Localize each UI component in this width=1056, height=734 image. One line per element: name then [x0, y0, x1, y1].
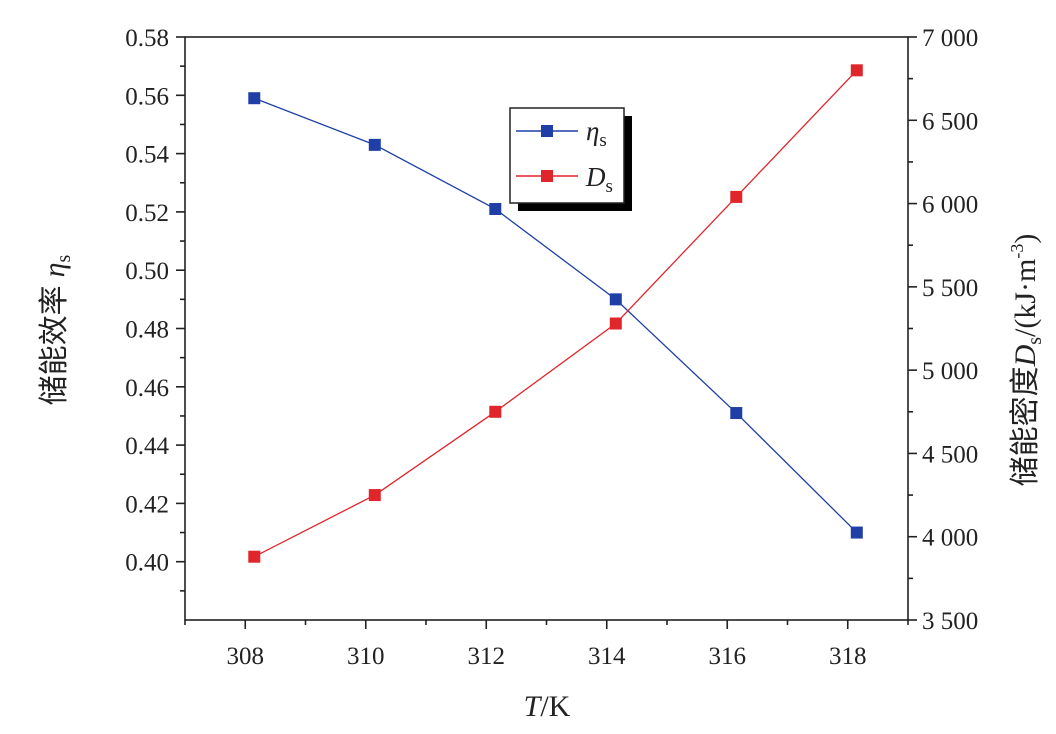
data-point-ds	[248, 550, 261, 563]
data-point-eta	[248, 92, 261, 105]
data-point-ds	[730, 190, 743, 203]
left-y-tick-label: 0.56	[125, 83, 169, 110]
series-line-ds	[253, 69, 858, 558]
left-y-tick-label: 0.58	[125, 25, 169, 52]
left-y-tick-label: 0.48	[125, 317, 169, 344]
x-tick-label: 318	[829, 643, 867, 670]
left-y-tick-label: 0.40	[125, 550, 169, 577]
left-y-tick-label: 0.42	[125, 491, 169, 518]
legend-marker-ds	[541, 170, 553, 182]
right-y-axis-title: 储能密度Ds/(kJ·m-3)	[1007, 234, 1046, 487]
left-y-axis-title: 储能效率ηs	[38, 254, 75, 405]
left-y-tick-label: 0.46	[125, 375, 169, 402]
right-y-tick-label: 7 000	[922, 25, 978, 52]
x-tick-label: 312	[468, 643, 506, 670]
x-tick-label: 308	[227, 643, 265, 670]
left-y-tick-label: 0.54	[125, 142, 169, 169]
data-point-ds	[850, 64, 863, 77]
right-y-tick-label: 6 500	[922, 108, 978, 135]
data-point-ds	[368, 489, 381, 502]
right-y-tick-label: 5 000	[922, 358, 978, 385]
legend-label-eta: ηs	[586, 116, 607, 151]
x-tick-label: 316	[709, 643, 747, 670]
left-y-axis-ticks: 0.40 0.42 0.44 0.46 0.48 0.50 0.52 0.54 0.56 0.58	[125, 25, 185, 592]
right-y-tick-label: 6 000	[922, 192, 978, 219]
left-y-tick-label: 0.50	[125, 258, 169, 285]
x-tick-label: 310	[347, 643, 385, 670]
data-point-eta	[368, 138, 381, 151]
series-layer	[248, 64, 863, 563]
legend: ηs Ds	[509, 107, 632, 211]
series-line-eta	[254, 97, 858, 534]
legend-label-ds: Ds	[585, 162, 613, 197]
x-axis-ticks: 308 310 312 314 316 318	[184, 620, 909, 670]
left-y-tick-label: 0.44	[125, 433, 169, 460]
data-point-eta	[609, 293, 622, 306]
right-y-tick-label: 3 500	[922, 608, 978, 635]
data-point-eta	[850, 526, 863, 539]
data-point-eta	[489, 202, 502, 215]
legend-box	[509, 107, 625, 204]
x-axis-title: T/K	[524, 690, 571, 723]
right-y-axis-ticks: 3 500 4 000 4 500 5 000 5 500 6 000 6 500 7 000	[908, 25, 978, 635]
x-tick-label: 314	[588, 643, 626, 670]
right-y-tick-label: 4 000	[922, 525, 978, 552]
left-y-tick-label: 0.52	[125, 200, 169, 227]
legend-marker-eta	[541, 125, 553, 137]
data-point-ds	[609, 317, 622, 330]
right-y-tick-label: 5 500	[922, 275, 978, 302]
data-point-eta	[730, 407, 743, 420]
right-y-tick-label: 4 500	[922, 441, 978, 468]
data-point-ds	[489, 405, 502, 418]
